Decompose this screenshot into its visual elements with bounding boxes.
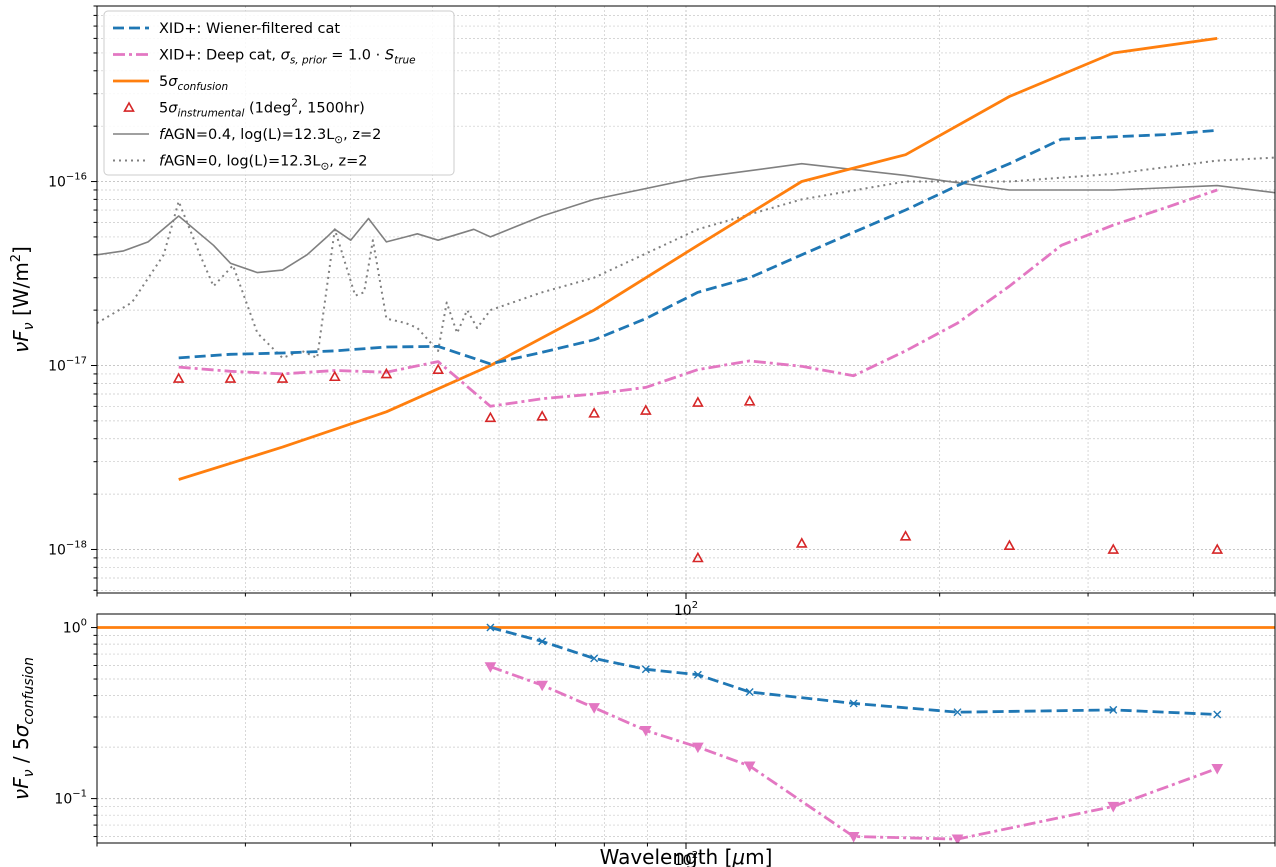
instrumental-marker [276, 372, 289, 383]
legend-label: fAGN=0.4, log(L)=12.3L⊙, z=2 [159, 127, 381, 146]
ratio-x-marker [538, 637, 547, 646]
ratio-x-marker [745, 687, 754, 696]
series-line-1 [178, 188, 1218, 408]
ratio-tri-marker [588, 703, 600, 714]
main-plot: 102 10−16 10−17 10−18 νFν [W/m2] XID+: Wiener… [9, 5, 1276, 619]
legend-entry: fAGN=0.4, log(L)=12.3L⊙, z=2 [113, 127, 381, 146]
x-axis-label: Wavelength [μm] [600, 845, 773, 867]
x-tick-label: 102 [674, 850, 698, 867]
legend-entry: XID+: Deep cat, σs, prior = 1.0 · Strue [113, 48, 416, 67]
series-line-4 [97, 156, 1275, 359]
ratio-tri-marker [951, 834, 964, 843]
instrumental-marker [743, 395, 756, 406]
ratio-x-marker [953, 708, 962, 717]
instrumental-marker [484, 411, 497, 423]
series-line-3 [97, 162, 1275, 274]
ratio-x-marker [1213, 710, 1222, 719]
ratio-tri-marker [484, 662, 497, 673]
legend-label: XID+: Deep cat, σs, prior = 1.0 · Strue [159, 48, 416, 67]
series-line-0 [178, 128, 1218, 366]
axes-frame [96, 613, 1276, 844]
instrumental-marker [639, 404, 652, 415]
instrumental-marker [1003, 539, 1016, 550]
instrumental-marker [692, 551, 704, 563]
instrumental-marker [795, 537, 808, 548]
legend-box [103, 10, 455, 176]
axes-frame [96, 5, 1276, 594]
ratio-x-marker [1109, 705, 1118, 714]
instrumental-marker [1107, 543, 1120, 554]
y-tick-label: 10−16 [48, 172, 87, 191]
series-line-2 [489, 665, 1218, 841]
legend-entry: XID+: Wiener-filtered cat [113, 21, 340, 37]
legend: XID+: Wiener-filtered cat XID+: Deep cat,… [103, 10, 455, 176]
instrumental-marker [380, 367, 393, 379]
x-tick-label: 102 [674, 600, 698, 619]
legend-entry: 5σconfusion [113, 74, 228, 93]
ratio-plot: 102 100 10−1 νFν / 5σconfusion Wavelength [μ… [9, 613, 1276, 867]
instrumental-marker [224, 372, 237, 383]
ratio-x-marker [590, 654, 599, 663]
instrumental-marker [899, 530, 912, 541]
ratio-tri-marker [743, 761, 756, 773]
main-series [97, 37, 1275, 563]
y-tick-label: 10−17 [48, 356, 87, 375]
instrumental-marker [536, 410, 549, 421]
instrumental-marker [588, 407, 600, 418]
ratio-tri-marker [1211, 763, 1224, 775]
legend-entry: fAGN=0, log(L)=12.3L⊙, z=2 [113, 154, 368, 173]
ratio-tri-marker [1107, 801, 1120, 813]
instrumental-marker [172, 372, 185, 383]
ratio-x-marker [693, 670, 702, 679]
instrumental-marker [1211, 543, 1224, 554]
y-axis-label: νFν [W/m2] [9, 246, 37, 353]
ratio-x-marker [486, 623, 495, 632]
series-line-1 [490, 626, 1218, 716]
ratio-tri-marker [692, 742, 704, 754]
ratio-y-axis-label: νFν / 5σconfusion [9, 657, 37, 800]
ratio-x-marker [641, 665, 650, 674]
legend-label: fAGN=0, log(L)=12.3L⊙, z=2 [159, 154, 368, 173]
instrumental-marker [432, 363, 445, 375]
series-line-2 [178, 37, 1218, 481]
y-tick-label: 10−18 [48, 539, 87, 558]
legend-label: 5σconfusion [159, 74, 228, 93]
ratio-tri-marker [536, 680, 549, 692]
y-tick-label: 100 [63, 618, 87, 637]
legend-label: XID+: Wiener-filtered cat [159, 21, 340, 37]
ratio-tri-marker [847, 832, 860, 843]
ratio-series [97, 623, 1275, 843]
legend-label: 5σinstrumental (1deg2, 1500hr) [159, 98, 365, 120]
y-tick-label: 10−1 [54, 789, 87, 808]
instrumental-marker [692, 396, 704, 407]
legend-entry: 5σinstrumental (1deg2, 1500hr) [123, 98, 365, 120]
ratio-x-marker [849, 699, 858, 708]
ratio-tri-marker [639, 726, 652, 737]
instrumental-marker [328, 370, 341, 382]
legend-marker [123, 101, 135, 112]
